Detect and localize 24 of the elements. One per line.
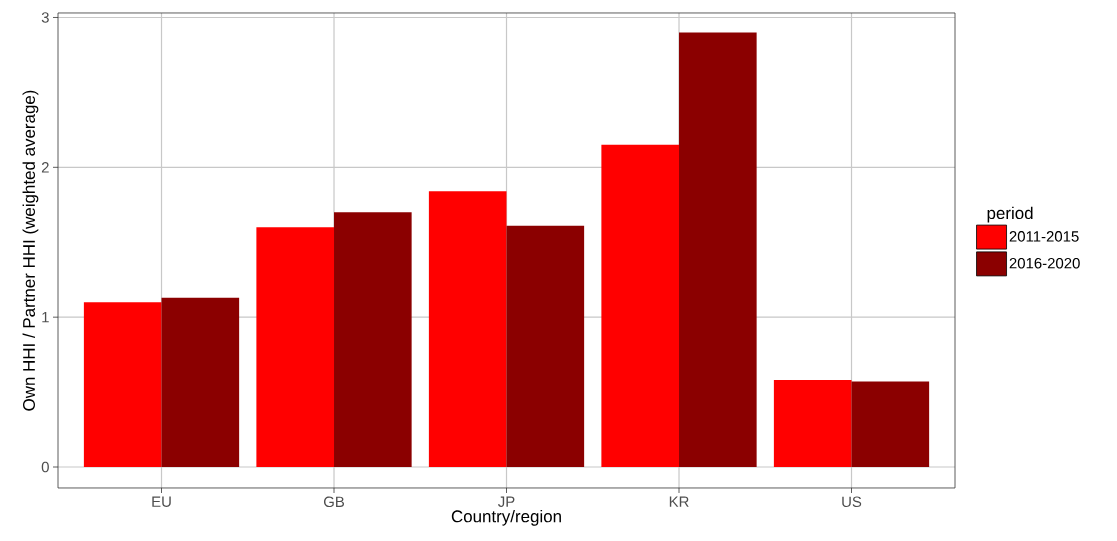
y-tick-label: 2 [41,162,49,173]
x-tick-label: US [842,496,862,508]
legend-title: period [987,206,1033,223]
bar [334,212,412,468]
x-tick-label: JP [498,496,515,507]
bar [83,302,162,468]
legend-label: 2016-2020 [1009,257,1080,269]
bar [256,227,335,468]
y-axis-title: Own HHI / Partner HHI (weighted average) [22,90,39,411]
x-axis-title: Country/region [451,509,561,526]
bar [428,191,507,468]
bar [506,225,585,468]
x-tick-label: KR [669,496,689,507]
bar [679,32,757,468]
bar [161,297,240,468]
y-tick-label: 1 [42,312,49,323]
x-tick-label: EU [152,496,171,507]
bar [773,380,852,468]
y-tick-label: 3 [41,12,49,23]
bar [851,381,930,468]
legend-label: 2011-2015 [1009,231,1079,242]
x-tick-label: GB [323,496,345,508]
y-tick-label: 0 [41,461,49,473]
bar [601,144,680,468]
